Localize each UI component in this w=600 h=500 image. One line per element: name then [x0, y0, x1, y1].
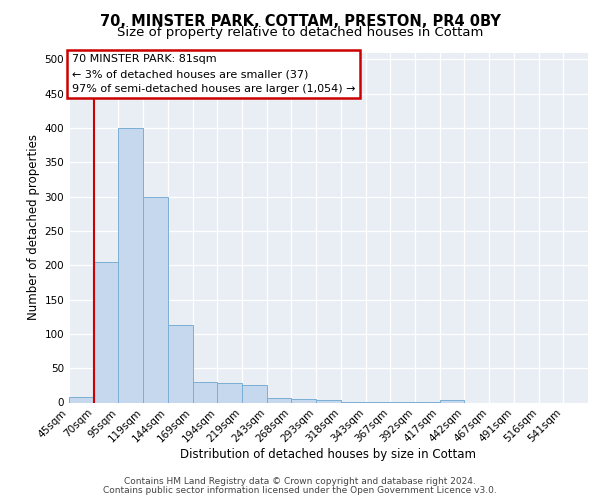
- Bar: [143, 196, 168, 402]
- Text: Size of property relative to detached houses in Cottam: Size of property relative to detached ho…: [117, 26, 483, 39]
- X-axis label: Distribution of detached houses by size in Cottam: Distribution of detached houses by size …: [181, 448, 476, 462]
- Bar: [94, 262, 118, 402]
- Y-axis label: Number of detached properties: Number of detached properties: [27, 134, 40, 320]
- Text: Contains public sector information licensed under the Open Government Licence v3: Contains public sector information licen…: [103, 486, 497, 495]
- Bar: [242, 386, 267, 402]
- Bar: [193, 382, 217, 402]
- Text: Contains HM Land Registry data © Crown copyright and database right 2024.: Contains HM Land Registry data © Crown c…: [124, 477, 476, 486]
- Bar: [217, 384, 242, 402]
- Text: 70 MINSTER PARK: 81sqm
← 3% of detached houses are smaller (37)
97% of semi-deta: 70 MINSTER PARK: 81sqm ← 3% of detached …: [71, 54, 355, 94]
- Text: 70, MINSTER PARK, COTTAM, PRESTON, PR4 0BY: 70, MINSTER PARK, COTTAM, PRESTON, PR4 0…: [100, 14, 500, 29]
- Bar: [440, 400, 464, 402]
- Bar: [69, 397, 94, 402]
- Bar: [292, 399, 316, 402]
- Bar: [118, 128, 143, 402]
- Bar: [168, 325, 193, 402]
- Bar: [267, 398, 292, 402]
- Bar: [316, 400, 341, 402]
